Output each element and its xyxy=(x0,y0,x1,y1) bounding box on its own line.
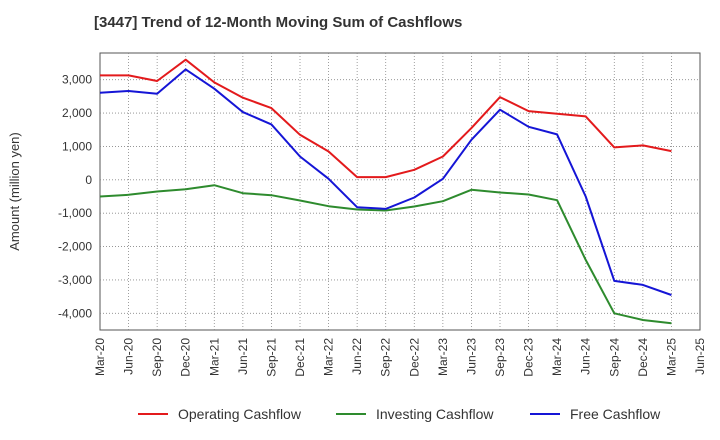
y-tick-label: -2,000 xyxy=(58,240,92,254)
x-tick-label: Jun-25 xyxy=(693,338,707,375)
x-tick-label: Jun-21 xyxy=(236,338,250,375)
x-tick-label: Jun-24 xyxy=(579,338,593,375)
y-tick-label: 1,000 xyxy=(62,139,92,153)
x-tick-label: Dec-22 xyxy=(407,338,421,377)
x-tick-label: Dec-20 xyxy=(179,338,193,377)
x-tick-label: Sep-20 xyxy=(150,338,164,377)
x-tick-label: Sep-22 xyxy=(379,338,393,377)
x-tick-label: Mar-20 xyxy=(93,338,107,376)
series-line-investing-cashflow xyxy=(99,184,672,325)
x-tick-label: Dec-23 xyxy=(522,338,536,377)
x-tick-label: Mar-21 xyxy=(207,338,221,376)
x-tick-label: Dec-24 xyxy=(636,338,650,377)
y-tick-label: -4,000 xyxy=(58,306,92,320)
y-tick-label: 3,000 xyxy=(62,73,92,87)
plot-area xyxy=(99,52,701,331)
x-tick-label: Sep-24 xyxy=(607,338,621,377)
series-line-free-cashflow xyxy=(99,68,672,296)
x-tick-label: Dec-21 xyxy=(293,338,307,377)
axis-layer: 3,000 2,000 1,000 0 -1,000 -2,000 -3,000 -4,000… xyxy=(7,73,707,377)
x-tick-label: Jun-23 xyxy=(464,338,478,375)
y-tick-label: 0 xyxy=(85,173,92,187)
x-tick-label: Sep-23 xyxy=(493,338,507,377)
x-tick-label: Jun-20 xyxy=(122,338,136,375)
x-tick-label: Mar-24 xyxy=(550,338,564,376)
series-line-operating-cashflow xyxy=(100,58,672,179)
legend-label-free-cashflow: Free Cashflow xyxy=(570,406,661,422)
chart-title: [3447] Trend of 12-Month Moving Sum of C… xyxy=(94,14,463,31)
legend-label-investing-cashflow: Investing Cashflow xyxy=(376,406,494,422)
x-tick-label: Mar-22 xyxy=(322,338,336,376)
x-tick-label: Mar-25 xyxy=(664,338,678,376)
y-tick-label: -3,000 xyxy=(58,273,92,287)
x-tick-label: Jun-22 xyxy=(350,338,364,375)
y-tick-label: -1,000 xyxy=(58,206,92,220)
grid-layer xyxy=(99,52,701,331)
series-layer xyxy=(99,58,672,325)
legend: Operating Cashflow Investing Cashflow Free… xyxy=(138,406,661,422)
y-axis-label: Amount (million yen) xyxy=(7,132,22,251)
x-tick-label: Mar-23 xyxy=(436,338,450,376)
legend-label-operating-cashflow: Operating Cashflow xyxy=(178,406,302,422)
x-tick-label: Sep-21 xyxy=(264,338,278,377)
y-tick-label: 2,000 xyxy=(62,106,92,120)
